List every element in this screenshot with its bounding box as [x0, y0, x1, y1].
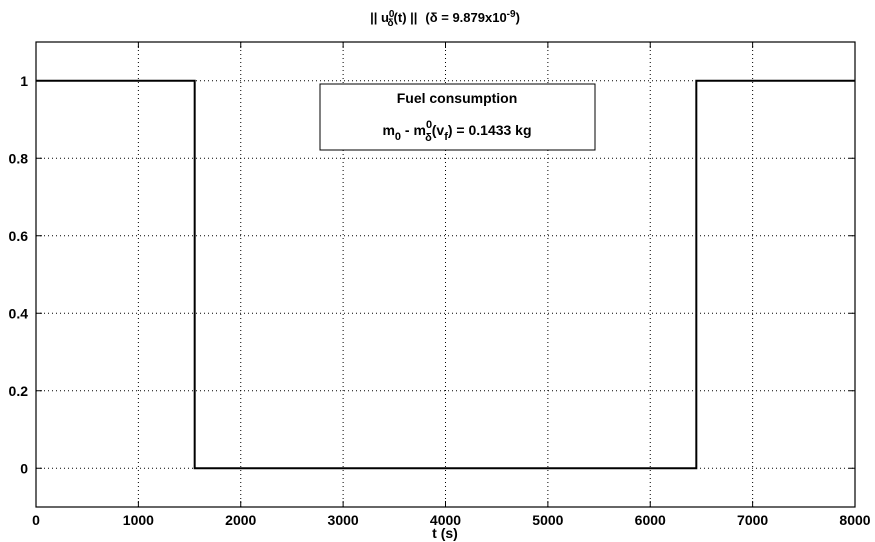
- series-line: [36, 79, 855, 470]
- x-tick-label: 5000: [532, 512, 563, 528]
- x-tick-label: 3000: [328, 512, 359, 528]
- y-tick-label: 0.2: [9, 383, 29, 399]
- chart-title: || u0 δ(t) || (δ = 9.879x10-9): [370, 9, 520, 29]
- x-axis-label: t (s): [432, 525, 458, 541]
- y-tick-label: 0.8: [9, 150, 29, 166]
- annotation-equation: m0 - m0 δ(vf) = 0.1433 kg: [382, 119, 531, 144]
- x-tick-label: 8000: [839, 512, 870, 528]
- tick-group: [35, 42, 856, 507]
- x-tick-label: 4000: [430, 512, 461, 528]
- y-tick-labels: 0 0.2 0.4 0.6 0.8 1: [9, 73, 29, 477]
- fuel-annotation: Fuel consumption m0 - m0 δ(vf) = 0.1433 k…: [319, 83, 596, 151]
- series-group: [36, 79, 855, 470]
- y-tick-label: 0.4: [9, 305, 29, 321]
- annotation-box: [319, 83, 596, 151]
- x-tick-label: 7000: [737, 512, 768, 528]
- y-tick-label: 1: [20, 73, 28, 89]
- x-tick-label: 6000: [635, 512, 666, 528]
- annotation-title: Fuel consumption: [397, 90, 518, 106]
- x-tick-label: 2000: [225, 512, 256, 528]
- x-tick-labels: 0 1000 2000 3000 4000 5000 6000 7000 8000: [32, 512, 871, 528]
- x-tick-label: 1000: [123, 512, 154, 528]
- y-tick-label: 0: [20, 460, 28, 476]
- y-tick-label: 0.6: [9, 228, 29, 244]
- x-tick-label: 0: [32, 512, 40, 528]
